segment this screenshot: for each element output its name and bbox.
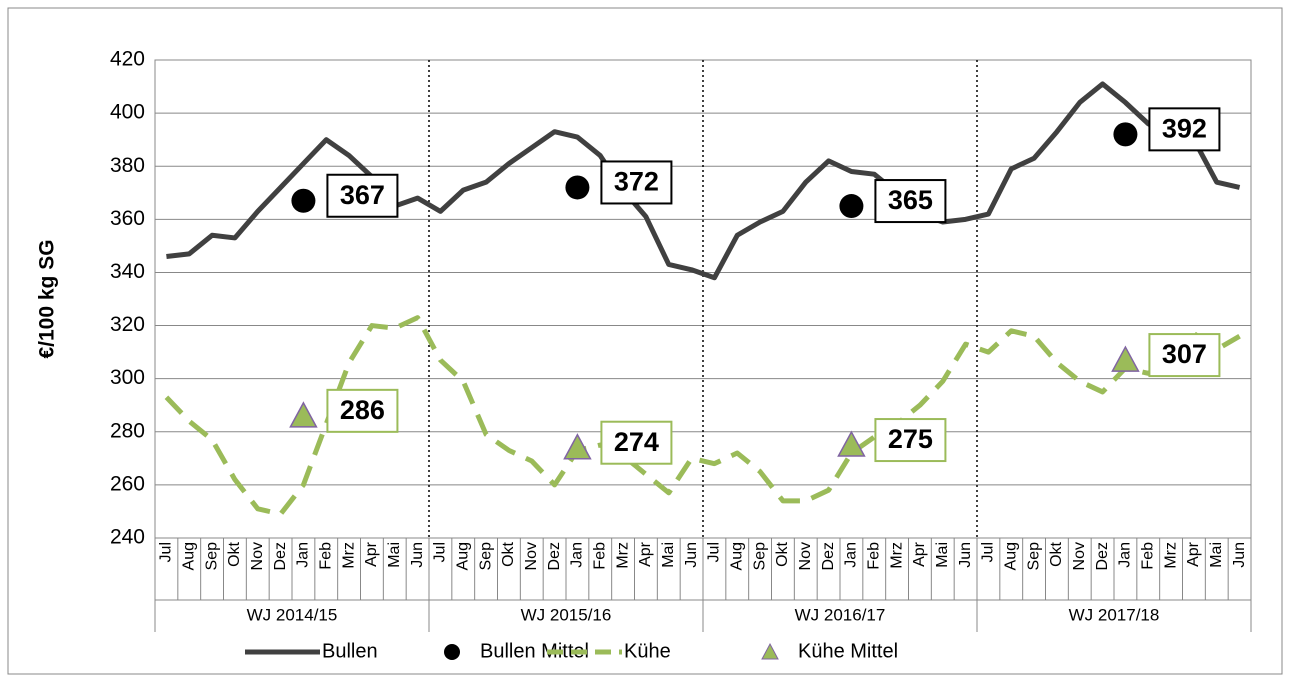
- legend-label: Bullen Mittel: [480, 640, 589, 662]
- x-tick-label: Okt: [226, 541, 243, 566]
- mean-marker: [289, 401, 318, 428]
- y-tick-label: 260: [110, 472, 145, 495]
- value-label: 365: [888, 185, 933, 215]
- x-tick-label: Jun: [409, 542, 426, 568]
- y-tick-label: 240: [110, 526, 145, 549]
- value-label: 307: [1162, 339, 1207, 369]
- x-tick-label: Nov: [1071, 542, 1088, 570]
- x-tick-label: Mrz: [614, 542, 631, 569]
- value-label-box: [600, 420, 673, 465]
- x-tick-label: Apr: [637, 541, 654, 567]
- y-tick-label: 400: [110, 101, 145, 124]
- y-tick-label: 420: [110, 48, 145, 71]
- x-tick-label: Mai: [660, 542, 677, 568]
- mean-marker: [839, 194, 864, 219]
- x-tick-label: Sep: [203, 542, 220, 571]
- x-tick-label: Okt: [774, 541, 791, 566]
- x-tick-label: Feb: [591, 542, 608, 570]
- mean-marker: [565, 175, 590, 200]
- series-line: [164, 315, 1241, 517]
- value-label: 274: [614, 427, 659, 457]
- y-tick-label: 280: [110, 419, 145, 442]
- value-label: 372: [614, 167, 659, 197]
- x-tick-label: Jul: [980, 542, 997, 562]
- group-label: WJ 2017/18: [1069, 605, 1160, 624]
- value-label: 275: [888, 424, 933, 454]
- legend-label: Kühe Mittel: [798, 640, 898, 662]
- x-tick-label: Aug: [1002, 542, 1019, 570]
- x-tick-label: Jan: [295, 542, 312, 568]
- value-label-box: [326, 173, 399, 218]
- x-tick-label: Mai: [934, 542, 951, 568]
- x-tick-label: Sep: [751, 542, 768, 571]
- x-tick-label: Sep: [1025, 542, 1042, 571]
- legend-label: Kühe: [624, 640, 671, 662]
- x-tick-label: Apr: [911, 541, 928, 567]
- x-tick-label: Mai: [1208, 542, 1225, 568]
- x-tick-label: Jan: [569, 542, 586, 568]
- x-tick-label: Okt: [1048, 541, 1065, 566]
- value-label: 367: [340, 180, 385, 210]
- y-axis-label: €/100 kg SG: [36, 239, 59, 358]
- y-tick-label: 300: [110, 366, 145, 389]
- x-tick-label: Mrz: [888, 542, 905, 569]
- x-tick-label: Dez: [546, 542, 563, 570]
- mean-marker: [291, 188, 316, 213]
- x-tick-label: Nov: [523, 542, 540, 570]
- group-label: WJ 2014/15: [247, 605, 338, 624]
- group-label: WJ 2015/16: [521, 605, 612, 624]
- legend-swatch: [761, 642, 779, 660]
- series-line: [166, 81, 1241, 281]
- x-tick-label: Dez: [1094, 542, 1111, 570]
- x-tick-label: Feb: [317, 542, 334, 570]
- y-tick-label: 340: [110, 260, 145, 283]
- mean-marker: [1113, 122, 1138, 147]
- x-tick-label: Apr: [1185, 541, 1202, 567]
- x-tick-label: Feb: [865, 542, 882, 570]
- value-label: 286: [340, 395, 385, 425]
- x-tick-label: Jan: [843, 542, 860, 568]
- x-tick-label: Dez: [820, 542, 837, 570]
- value-label-box: [600, 160, 673, 205]
- x-tick-label: Mrz: [340, 542, 357, 569]
- mean-marker: [1111, 345, 1140, 372]
- x-tick-label: Jun: [957, 542, 974, 568]
- x-tick-label: Mrz: [1162, 542, 1179, 569]
- y-tick-label: 320: [110, 313, 145, 336]
- x-tick-label: Jul: [432, 542, 449, 562]
- x-tick-label: Nov: [797, 542, 814, 570]
- value-label-box: [326, 388, 399, 433]
- x-tick-label: Sep: [477, 542, 494, 571]
- y-tick-label: 380: [110, 154, 145, 177]
- legend-swatch: [444, 644, 460, 660]
- x-tick-label: Nov: [249, 542, 266, 570]
- x-tick-label: Jul: [158, 542, 175, 562]
- x-tick-label: Feb: [1139, 542, 1156, 570]
- x-tick-label: Jun: [683, 542, 700, 568]
- value-label-box: [874, 179, 947, 224]
- group-label: WJ 2016/17: [795, 605, 886, 624]
- x-tick-label: Mai: [386, 542, 403, 568]
- x-tick-label: Jul: [706, 542, 723, 562]
- x-tick-label: Jan: [1117, 542, 1134, 568]
- x-tick-label: Jun: [1231, 542, 1248, 568]
- mean-marker: [563, 433, 592, 460]
- y-tick-label: 360: [110, 207, 145, 230]
- legend-label: Bullen: [322, 640, 378, 662]
- x-tick-label: Apr: [363, 541, 380, 567]
- mean-marker: [837, 430, 866, 457]
- value-label-box: [1148, 333, 1221, 378]
- x-tick-label: Okt: [500, 541, 517, 566]
- x-tick-label: Aug: [728, 542, 745, 570]
- value-label-box: [874, 418, 947, 463]
- x-tick-label: Aug: [454, 542, 471, 570]
- value-label-box: [1148, 107, 1221, 152]
- x-tick-label: Dez: [272, 542, 289, 570]
- x-tick-label: Aug: [180, 542, 197, 570]
- value-label: 392: [1162, 113, 1207, 143]
